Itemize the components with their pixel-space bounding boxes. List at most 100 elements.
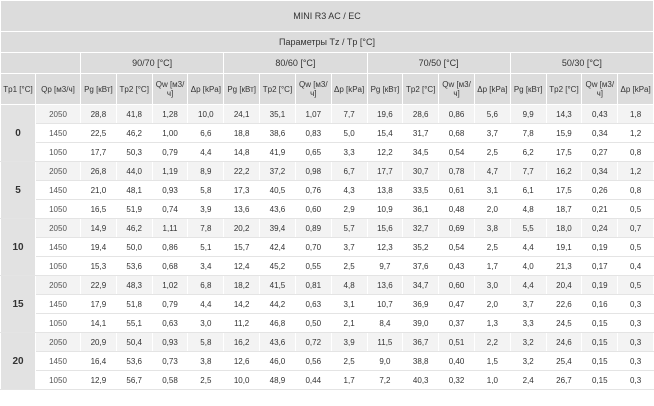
value-cell: 8,9: [187, 161, 225, 181]
value-cell: 0,63: [151, 313, 189, 333]
table-row: 20 2050 20,9 50,4 0,93 5,8 16,2 43,6 0,72 3,9 11,5…: [0, 332, 654, 390]
value-cell: 4,4: [187, 142, 225, 162]
table-row: 1050 12,9 56,7 0,58 2,5 10,0 48,9 0,44 1,7 7,2 40,…: [1, 370, 654, 390]
value-cell: 0,56: [294, 351, 332, 371]
value-cell: 22,2: [223, 161, 261, 181]
value-cell: 3,0: [473, 275, 511, 295]
value-cell: 0,8: [617, 180, 654, 200]
value-cell: 14,9: [80, 218, 117, 238]
value-cell: 0,34: [581, 161, 619, 181]
value-cell: 9,9: [509, 104, 547, 124]
value-cell: 7,8: [187, 218, 225, 238]
value-cell: 14,3: [545, 104, 583, 124]
value-cell: 40,3: [402, 370, 440, 390]
value-cell: 15,3: [80, 256, 117, 276]
value-cell: 53,6: [115, 256, 153, 276]
value-cell: 6,7: [330, 161, 368, 181]
table-body: 0 2050 28,8 41,8 1,28 10,0 24,1 35,1 1,07 7,7 19,6…: [0, 104, 654, 390]
value-cell: 44,0: [115, 161, 153, 181]
value-cell: 0,7: [617, 218, 654, 238]
value-cell: 35,1: [259, 104, 296, 124]
value-cell: 1,8: [617, 104, 654, 124]
value-cell: 0,69: [438, 218, 475, 238]
value-cell: 36,7: [402, 332, 440, 352]
column-header: Pg [кВт]: [223, 73, 261, 105]
value-cell: 1,28: [151, 104, 189, 124]
value-cell: 0,61: [438, 180, 475, 200]
value-cell: 8,4: [366, 313, 404, 333]
value-cell: 15,6: [366, 218, 404, 238]
value-cell: 0,19: [581, 275, 619, 295]
value-cell: 1,7: [473, 256, 511, 276]
table-row: 1050 16,5 51,9 0,74 3,9 13,6 43,6 0,60 2,9 10,9 36…: [1, 199, 654, 219]
value-cell: 12,2: [366, 142, 404, 162]
value-cell: 0,89: [294, 218, 332, 238]
value-cell: 1,19: [151, 161, 189, 181]
value-cell: 0,32: [438, 370, 475, 390]
value-cell: 0,54: [438, 142, 475, 162]
value-cell: 0,5: [617, 275, 654, 295]
value-cell: 0,34: [581, 123, 619, 143]
value-cell: 13,6: [366, 275, 404, 295]
column-header: Qw [м3/ч]: [438, 73, 475, 105]
value-cell: 6,1: [509, 180, 547, 200]
value-cell: 16,2: [545, 161, 583, 181]
value-cell: 0,4: [617, 256, 654, 276]
qp-cell: 1450: [35, 237, 81, 257]
value-cell: 4,4: [187, 294, 225, 314]
value-cell: 0,21: [581, 199, 619, 219]
value-cell: 0,17: [581, 256, 619, 276]
value-cell: 0,37: [438, 313, 475, 333]
table-row: 1450 21,0 48,1 0,93 5,8 17,3 40,5 0,76 4,3 13,8 33…: [1, 180, 654, 200]
table-row: 1450 16,4 53,6 0,73 3,8 12,6 46,0 0,56 2,5 9,0 38,…: [1, 351, 654, 371]
value-cell: 16,2: [223, 332, 261, 352]
qp-cell: 1050: [35, 142, 81, 162]
value-cell: 6,2: [509, 142, 547, 162]
table-head: MINI R3 AC / EC Параметры Tz / Tp [°C] 9…: [0, 0, 654, 105]
value-cell: 46,0: [259, 351, 296, 371]
value-cell: 33,5: [402, 180, 440, 200]
value-cell: 10,7: [366, 294, 404, 314]
value-cell: 4,3: [330, 180, 368, 200]
value-cell: 22,9: [80, 275, 117, 295]
value-cell: 0,68: [438, 123, 475, 143]
value-cell: 1,11: [151, 218, 189, 238]
value-cell: 36,1: [402, 199, 440, 219]
value-cell: 1,2: [617, 161, 654, 181]
value-cell: 1,0: [473, 370, 511, 390]
value-cell: 13,8: [366, 180, 404, 200]
value-cell: 45,2: [259, 256, 296, 276]
value-cell: 20,4: [545, 275, 583, 295]
value-cell: 0,15: [581, 351, 619, 371]
tp1-cell: 5: [0, 161, 36, 219]
value-cell: 41,8: [115, 104, 153, 124]
value-cell: 42,4: [259, 237, 296, 257]
value-cell: 3,9: [330, 332, 368, 352]
value-cell: 0,3: [617, 351, 654, 371]
value-cell: 0,63: [294, 294, 332, 314]
column-header: Tp2 [°C]: [402, 73, 440, 105]
subtitle: Параметры Tz / Tp [°C]: [0, 31, 654, 53]
tp1-cell: 10: [0, 218, 36, 276]
value-cell: 32,7: [402, 218, 440, 238]
value-cell: 44,2: [259, 294, 296, 314]
value-cell: 34,7: [402, 275, 440, 295]
value-cell: 18,2: [223, 275, 261, 295]
value-cell: 0,24: [581, 218, 619, 238]
value-cell: 3,2: [509, 351, 547, 371]
value-cell: 55,1: [115, 313, 153, 333]
value-cell: 43,6: [259, 332, 296, 352]
value-cell: 17,9: [80, 294, 117, 314]
table-row: 10 2050 14,9 46,2 1,11 7,8 20,2 39,4 0,89 5,7 15,6…: [0, 218, 654, 276]
tp1-cell: 0: [0, 104, 36, 162]
value-cell: 0,76: [294, 180, 332, 200]
value-cell: 0,93: [151, 180, 189, 200]
qp-cell: 2050: [35, 332, 81, 352]
value-cell: 0,60: [438, 275, 475, 295]
value-cell: 28,8: [80, 104, 117, 124]
column-header: Δp [kPa]: [617, 73, 654, 105]
value-cell: 4,4: [509, 275, 547, 295]
qp-cell: 1450: [35, 180, 81, 200]
value-cell: 0,5: [617, 199, 654, 219]
value-cell: 1,02: [151, 275, 189, 295]
